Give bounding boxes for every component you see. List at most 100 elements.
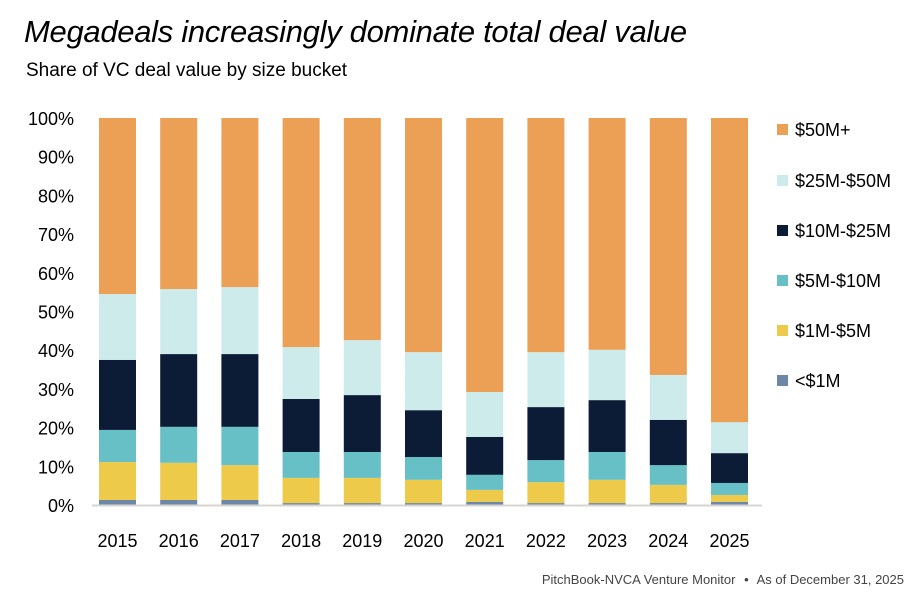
legend-label: <$1M [795, 371, 841, 391]
bar-segment [282, 503, 320, 505]
bar-segment [160, 118, 198, 290]
bar-segment [527, 482, 565, 504]
bar-segment [221, 426, 259, 466]
x-tick-label: 2015 [97, 531, 137, 551]
bar-segment [466, 436, 504, 475]
y-tick-label: 60% [38, 264, 74, 284]
bar-segment [405, 503, 442, 505]
bar-segment [282, 477, 320, 504]
legend-label: $1M-$5M [795, 321, 871, 341]
bar-segment [343, 340, 381, 396]
legend-swatch [777, 175, 788, 186]
bar-segment [649, 465, 687, 485]
bar-segment [221, 118, 259, 288]
legend-swatch [777, 124, 788, 135]
bar-segment [466, 474, 504, 490]
legend-label: $50M+ [795, 120, 851, 140]
bar-segment [99, 462, 136, 500]
bar-segment [527, 352, 565, 408]
bar-segment [405, 352, 442, 411]
bar-segment [711, 501, 748, 505]
bar-segment [527, 503, 565, 505]
y-tick-label: 20% [38, 419, 74, 439]
bar-segment [282, 347, 320, 399]
bar-segment [466, 391, 504, 437]
x-tick-label: 2020 [403, 531, 443, 551]
bar-segment [588, 451, 626, 480]
bar-segment [343, 503, 381, 505]
y-tick-label: 40% [38, 341, 74, 361]
bar-segment [527, 407, 565, 461]
legend-label: $5M-$10M [795, 271, 881, 291]
bar-segment [588, 400, 626, 452]
bar-segment [649, 484, 687, 504]
bar-segment [282, 118, 320, 348]
bar-segment [649, 503, 687, 505]
bar-segment [588, 349, 626, 401]
bar-segment [221, 499, 259, 505]
bar-segment [99, 429, 136, 463]
legend-label: $25M-$50M [795, 171, 891, 191]
bar-segment [649, 118, 687, 375]
date-text: As of December 31, 2025 [756, 572, 904, 587]
y-tick-label: 30% [38, 380, 74, 400]
bar-segment [343, 477, 381, 504]
legend-swatch [777, 325, 788, 336]
bar-segment [405, 118, 442, 353]
legend-label: $10M-$25M [795, 221, 891, 241]
x-tick-label: 2016 [159, 531, 199, 551]
y-tick-label: 90% [38, 148, 74, 168]
bar-segment [649, 419, 687, 466]
bar-segment [711, 494, 748, 502]
bar-segment [466, 489, 504, 502]
bar-segment [466, 118, 504, 392]
y-tick-label: 100% [28, 109, 74, 129]
bar-segment [160, 462, 198, 500]
chart-subtitle: Share of VC deal value by size bucket [26, 60, 348, 81]
bar-segment [343, 451, 381, 478]
source-footer: PitchBook-NVCA Venture Monitor • As of D… [542, 572, 904, 587]
bar-segment [160, 289, 198, 355]
bar-segment [99, 359, 136, 430]
bar-segment [711, 453, 748, 483]
legend-swatch [777, 375, 788, 386]
bar-segment [649, 374, 687, 420]
x-tick-label: 2019 [342, 531, 382, 551]
bar-segment [99, 499, 136, 505]
bar-segment [711, 482, 748, 495]
bar-segment [405, 410, 442, 458]
x-tick-label: 2017 [220, 531, 260, 551]
source-text: PitchBook-NVCA Venture Monitor [541, 572, 736, 587]
bar-segment [221, 354, 259, 427]
legend-swatch [777, 275, 788, 286]
y-tick-label: 0% [48, 496, 74, 516]
bar-segment [160, 354, 198, 427]
bar-segment [282, 451, 320, 478]
y-tick-label: 50% [38, 303, 74, 323]
bar-segment [588, 118, 626, 350]
bar-segment [221, 465, 259, 500]
x-tick-label: 2021 [465, 531, 505, 551]
bar-segment [588, 503, 626, 505]
bar-segment [405, 479, 442, 504]
bar-segment [343, 118, 381, 341]
bar-segment [160, 426, 198, 463]
bar-segment [343, 395, 381, 452]
bar-segment [282, 398, 320, 452]
bar-segment [588, 479, 626, 504]
bar-segment [405, 457, 442, 480]
x-tick-label: 2023 [587, 531, 627, 551]
bar-segment [711, 422, 748, 454]
bar-segment [527, 118, 565, 353]
bar-segment [160, 499, 198, 505]
y-tick-label: 70% [38, 225, 74, 245]
bar-segment [99, 294, 136, 360]
chart-title: Megadeals increasingly dominate total de… [24, 14, 687, 49]
x-tick-label: 2024 [648, 531, 688, 551]
x-tick-label: 2018 [281, 531, 321, 551]
bar-segment [221, 287, 259, 355]
x-tick-label: 2025 [709, 531, 749, 551]
bar-segment [466, 501, 504, 505]
bar-segment [99, 118, 136, 295]
